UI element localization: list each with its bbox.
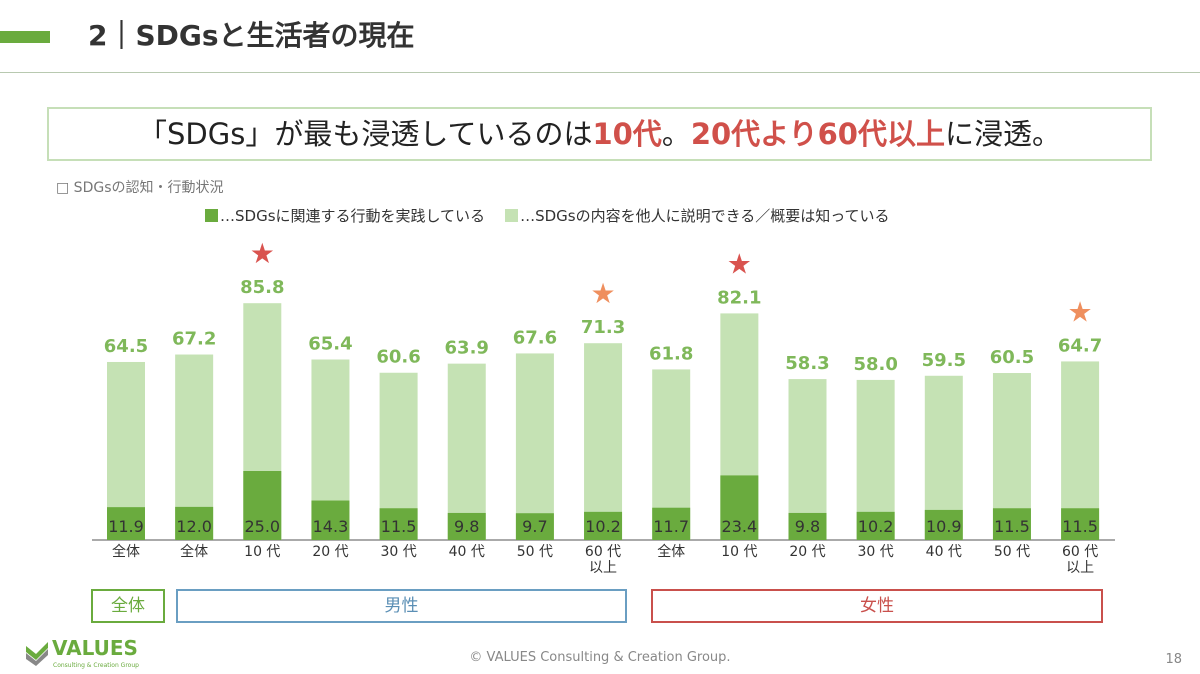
bar-action xyxy=(243,471,282,540)
logo-text: VALUES xyxy=(52,636,138,660)
category-label: 30 代 xyxy=(380,544,416,560)
data-label-action: 11.5 xyxy=(1062,517,1098,536)
bar-action xyxy=(1061,508,1100,540)
data-label-aware: 59.5 xyxy=(922,350,966,371)
data-label-aware: 82.1 xyxy=(717,287,761,308)
category-label: 以上 xyxy=(589,560,617,576)
headline-text: 。 xyxy=(661,117,691,151)
header-divider xyxy=(0,72,1200,73)
page-number: 18 xyxy=(1165,652,1182,667)
star-icon: ★ xyxy=(1068,295,1093,328)
category-label: 10 代 xyxy=(721,544,757,560)
data-label-aware: 60.5 xyxy=(990,347,1034,368)
headline-text: 「SDGs」が最も浸透しているのは xyxy=(138,117,593,151)
bar-action xyxy=(788,512,827,540)
data-label-action: 10.2 xyxy=(858,517,894,536)
category-label: 40 代 xyxy=(449,544,485,560)
chart-subtitle: □ SDGsの認知・行動状況 xyxy=(56,180,224,196)
logo-subtext: Consulting & Creation Group xyxy=(53,662,139,669)
data-label-action: 10.2 xyxy=(585,517,621,536)
bar-aware xyxy=(584,343,623,540)
data-label-aware: 67.2 xyxy=(172,329,216,350)
category-label: 20 代 xyxy=(789,544,825,560)
category-label: 20 代 xyxy=(312,544,348,560)
data-label-aware: 60.6 xyxy=(376,347,420,368)
page-title: 2｜SDGsと生活者の現在 xyxy=(88,19,415,52)
legend-label: …SDGsの内容を他人に説明できる／概要は知っている xyxy=(520,207,890,225)
data-label-action: 11.7 xyxy=(653,517,689,536)
group-label-female: 女性 xyxy=(651,589,1103,623)
data-label-aware: 64.7 xyxy=(1058,335,1102,356)
data-label-action: 9.7 xyxy=(522,517,547,536)
data-label-aware: 67.6 xyxy=(513,327,557,348)
stacked-bar-chart: 64.5 11.9 全体 67.2 12.0 全体 85.8 25.0 10 代 ★ 65.4 14.… xyxy=(92,237,1115,576)
star-icon: ★ xyxy=(590,277,615,310)
category-label: 以上 xyxy=(1066,560,1094,576)
star-icon: ★ xyxy=(250,237,275,270)
category-label: 60 代 xyxy=(1062,544,1098,560)
category-label: 30 代 xyxy=(858,544,894,560)
data-label-action: 9.8 xyxy=(795,517,820,536)
data-label-aware: 65.4 xyxy=(308,333,352,354)
headline-box: 「SDGs」が最も浸透しているのは10代。20代より60代以上に浸透。 xyxy=(47,107,1152,161)
group-label-male: 男性 xyxy=(176,589,627,623)
bar-action xyxy=(720,475,759,540)
headline-text: に浸透。 xyxy=(944,117,1061,151)
bar-action xyxy=(175,506,214,540)
bar-action xyxy=(992,508,1031,540)
category-label: 10 代 xyxy=(244,544,280,560)
data-label-aware: 64.5 xyxy=(104,336,148,357)
data-label-aware: 58.3 xyxy=(785,353,829,374)
data-label-aware: 63.9 xyxy=(445,338,489,359)
bar-aware xyxy=(515,353,554,540)
legend-swatch xyxy=(205,209,218,222)
data-label-action: 9.8 xyxy=(454,517,479,536)
data-label-action: 23.4 xyxy=(722,517,758,536)
bar-action xyxy=(924,509,963,540)
bar-aware xyxy=(447,363,486,540)
category-label: 40 代 xyxy=(926,544,962,560)
bar-action xyxy=(856,511,895,540)
category-label: 全体 xyxy=(180,543,208,560)
bar-action xyxy=(379,508,418,540)
values-logo-icon xyxy=(26,642,48,666)
chart-legend: …SDGsに関連する行動を実践している …SDGsの内容を他人に説明できる／概要… xyxy=(205,205,890,226)
category-label: 全体 xyxy=(112,543,140,560)
category-label: 50 代 xyxy=(994,544,1030,560)
bar-action xyxy=(584,511,623,540)
data-label-action: 11.5 xyxy=(381,517,417,536)
data-label-action: 12.0 xyxy=(176,517,212,536)
headline-highlight: 20代より60代以上 xyxy=(690,117,945,151)
legend-label: …SDGsに関連する行動を実践している xyxy=(220,207,486,225)
category-label: 全体 xyxy=(657,543,685,560)
legend-item: …SDGsの内容を他人に説明できる／概要は知っている xyxy=(505,205,890,226)
legend-item: …SDGsに関連する行動を実践している xyxy=(205,205,485,226)
legend-swatch xyxy=(505,209,519,222)
header-accent-bar xyxy=(0,31,50,43)
data-label-action: 25.0 xyxy=(244,517,280,536)
data-label-action: 14.3 xyxy=(313,517,349,536)
data-label-action: 11.9 xyxy=(108,517,144,536)
bar-action xyxy=(652,507,691,540)
copyright: © VALUES Consulting & Creation Group. xyxy=(469,650,731,665)
bar-action xyxy=(311,500,350,540)
bar-action xyxy=(447,512,486,540)
category-label: 60 代 xyxy=(585,544,621,560)
data-label-aware: 58.0 xyxy=(853,354,897,375)
group-label-all: 全体 xyxy=(91,589,165,623)
data-label-action: 11.5 xyxy=(994,517,1030,536)
bar-action xyxy=(107,507,145,540)
category-label: 50 代 xyxy=(517,544,553,560)
headline-highlight: 10代 xyxy=(592,117,662,151)
data-label-action: 10.9 xyxy=(926,517,962,536)
bar-action xyxy=(515,513,554,540)
data-label-aware: 85.8 xyxy=(240,277,284,298)
data-label-aware: 71.3 xyxy=(581,317,625,338)
data-label-aware: 61.8 xyxy=(649,343,693,364)
star-icon: ★ xyxy=(727,247,752,280)
